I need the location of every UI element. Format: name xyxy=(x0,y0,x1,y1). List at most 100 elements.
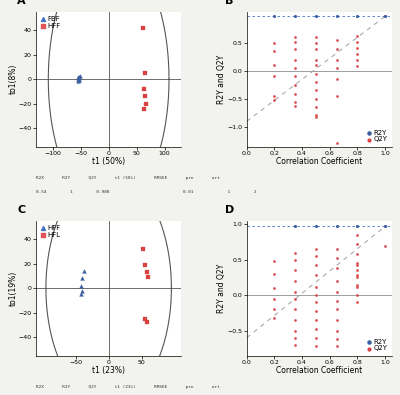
Point xyxy=(313,62,319,68)
Point xyxy=(313,262,319,269)
Point xyxy=(75,73,81,80)
Point xyxy=(313,104,319,111)
X-axis label: t1 (50%): t1 (50%) xyxy=(92,157,125,166)
Point xyxy=(334,56,340,63)
Point xyxy=(292,327,298,334)
Point xyxy=(292,250,298,256)
Point xyxy=(271,40,278,46)
Point xyxy=(382,223,388,229)
Text: A: A xyxy=(17,0,26,6)
Point xyxy=(271,258,278,264)
Point xyxy=(334,246,340,252)
Y-axis label: to1(19%): to1(19%) xyxy=(8,271,17,306)
Point xyxy=(382,13,388,19)
Point xyxy=(354,241,361,247)
Point xyxy=(354,260,361,267)
Point xyxy=(292,46,298,53)
Point xyxy=(354,56,361,63)
Point xyxy=(292,73,298,79)
Point xyxy=(313,292,319,298)
Point xyxy=(292,65,298,71)
Point xyxy=(78,288,85,294)
Point xyxy=(334,298,340,304)
Point xyxy=(334,317,340,323)
Point xyxy=(80,268,87,274)
Text: R2X       R2Y       Q2Y       t1 (23%)       RMSEE       pre       ort: R2X R2Y Q2Y t1 (23%) RMSEE pre ort xyxy=(36,385,220,389)
Text: B: B xyxy=(225,0,233,6)
Point xyxy=(334,306,340,312)
Point xyxy=(292,267,298,274)
Point xyxy=(292,278,298,284)
Point xyxy=(140,24,146,31)
Point xyxy=(382,13,388,19)
Point xyxy=(382,243,388,249)
Point xyxy=(354,232,361,238)
Point xyxy=(142,101,149,107)
Point xyxy=(313,70,319,77)
Point xyxy=(78,291,84,297)
Point xyxy=(142,93,148,100)
Point xyxy=(313,317,319,323)
Legend: R2Y, Q2Y: R2Y, Q2Y xyxy=(366,338,388,352)
Point xyxy=(292,34,298,40)
Point xyxy=(292,295,298,302)
Point xyxy=(313,87,319,94)
Point xyxy=(313,34,319,40)
Point xyxy=(354,33,361,39)
Point xyxy=(354,267,361,274)
Point xyxy=(144,269,150,275)
Point xyxy=(313,79,319,85)
Point xyxy=(78,282,84,289)
Point xyxy=(334,76,340,83)
Point xyxy=(313,343,319,350)
Point xyxy=(141,105,147,112)
Point xyxy=(76,72,83,79)
Y-axis label: to1(8%): to1(8%) xyxy=(8,64,17,94)
Y-axis label: R2Y and Q2Y: R2Y and Q2Y xyxy=(217,263,226,313)
Point xyxy=(313,13,319,19)
Point xyxy=(313,111,319,118)
Point xyxy=(334,65,340,71)
Point xyxy=(313,335,319,341)
Point xyxy=(334,343,340,350)
Point xyxy=(292,102,298,109)
Point xyxy=(75,78,82,84)
Point xyxy=(334,139,340,146)
Point xyxy=(334,288,340,295)
Point xyxy=(334,336,340,342)
Point xyxy=(271,315,278,321)
Point xyxy=(354,251,361,257)
Point xyxy=(313,253,319,260)
Point xyxy=(271,295,278,302)
Point xyxy=(334,265,340,271)
Point xyxy=(76,77,82,83)
Point xyxy=(292,82,298,88)
Point xyxy=(292,288,298,295)
Point xyxy=(334,13,340,19)
Point xyxy=(144,319,150,325)
Legend: FBF, HFF: FBF, HFF xyxy=(40,15,62,29)
Point xyxy=(292,56,298,63)
Point xyxy=(292,13,298,19)
Point xyxy=(313,272,319,278)
Point xyxy=(271,97,278,103)
Point xyxy=(313,299,319,305)
Point xyxy=(354,45,361,51)
Point xyxy=(140,246,146,252)
Point xyxy=(141,86,147,92)
Point xyxy=(313,284,319,290)
Point xyxy=(271,285,278,291)
Point xyxy=(354,299,361,305)
Point xyxy=(292,257,298,263)
Point xyxy=(76,76,82,83)
Point xyxy=(334,93,340,99)
Point xyxy=(292,98,298,105)
Point xyxy=(334,327,340,334)
Legend: R2Y, Q2Y: R2Y, Q2Y xyxy=(366,129,388,143)
Point xyxy=(142,261,148,268)
Point xyxy=(334,278,340,284)
Point xyxy=(313,246,319,252)
Point xyxy=(313,326,319,333)
Point xyxy=(354,262,361,269)
Point xyxy=(354,38,361,45)
